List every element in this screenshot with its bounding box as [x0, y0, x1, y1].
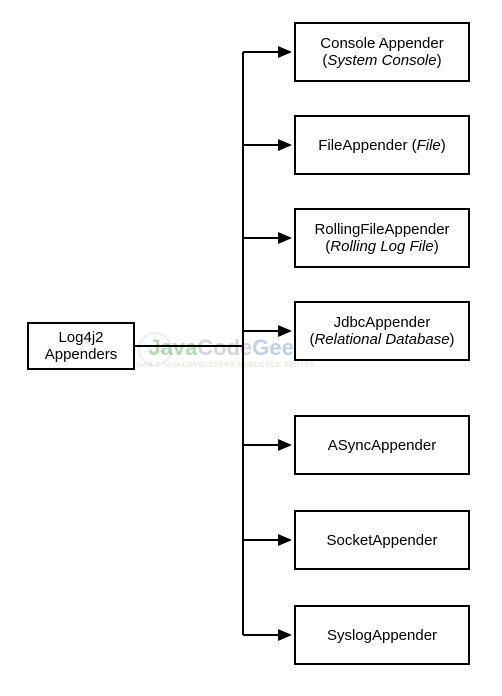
- node-label: ASyncAppender: [328, 437, 436, 454]
- appender-node: RollingFileAppender(Rolling Log File): [294, 208, 470, 268]
- node-label-line2: (Rolling Log File): [325, 238, 438, 255]
- root-line2: Appenders: [45, 346, 118, 363]
- node-label-line1: Console Appender: [320, 35, 443, 52]
- appender-node: Console Appender(System Console): [294, 22, 470, 82]
- node-label: SyslogAppender: [327, 627, 437, 644]
- root-line1: Log4j2: [58, 329, 103, 346]
- appender-node: SyslogAppender: [294, 605, 470, 665]
- node-label: FileAppender (File): [318, 137, 446, 154]
- node-label: SocketAppender: [327, 532, 438, 549]
- node-label-line2: (System Console): [322, 52, 441, 69]
- node-label-line1: JdbcAppender: [334, 314, 431, 331]
- node-label-line2: (Relational Database): [309, 331, 454, 348]
- appender-node: ASyncAppender: [294, 415, 470, 475]
- root-node: Log4j2 Appenders: [27, 322, 135, 370]
- watermark-subtitle: JAVA 2 JAVA DEVELOPERS RESOURCE CENTER: [135, 362, 316, 369]
- node-label-line1: RollingFileAppender: [314, 221, 449, 238]
- appender-node: JdbcAppender(Relational Database): [294, 301, 470, 361]
- appender-node: FileAppender (File): [294, 115, 470, 175]
- watermark-logo: JavaCodeGeeks: [130, 335, 318, 361]
- appender-node: SocketAppender: [294, 510, 470, 570]
